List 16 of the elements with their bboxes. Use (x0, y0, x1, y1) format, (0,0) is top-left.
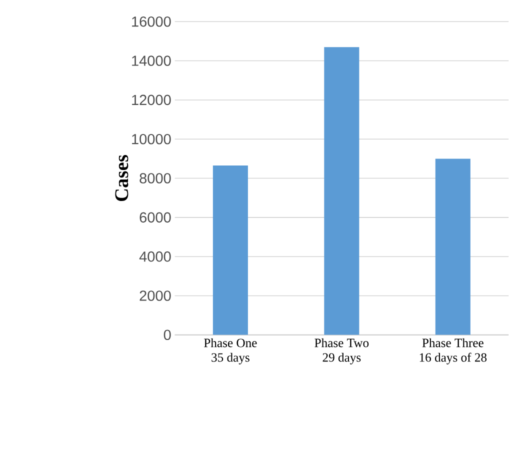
y-tick-label: 0 (164, 330, 171, 340)
bar (212, 165, 248, 335)
y-axis-title: Cases (115, 154, 128, 201)
x-tick-label: Phase One 35 days (204, 338, 257, 364)
y-tick-label: 2000 (140, 290, 171, 301)
x-tick-label: Phase Three 16 days of 28 (420, 338, 487, 364)
y-tick-label: 12000 (132, 94, 171, 105)
x-tick-label: Phase Two 29 days (314, 338, 369, 364)
y-tick-label: 4000 (139, 251, 171, 262)
bar (435, 158, 470, 335)
y-tick-label: 10000 (132, 134, 171, 144)
y-tick-label: 14000 (132, 55, 171, 66)
bar (324, 46, 360, 335)
y-tick-label: 6000 (140, 212, 171, 222)
y-tick-label: 16000 (132, 16, 171, 27)
y-tick-label: 8000 (140, 172, 171, 184)
